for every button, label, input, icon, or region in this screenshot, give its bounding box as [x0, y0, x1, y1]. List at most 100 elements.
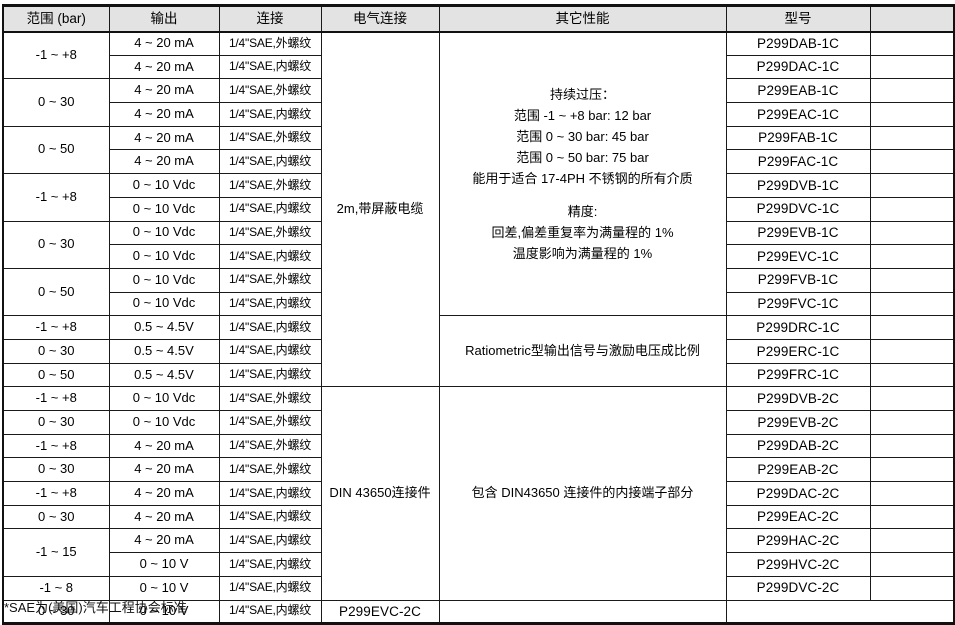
cell-range: 0 ~ 30 [2, 457, 110, 483]
cell-output: 0.5 ~ 4.5V [108, 362, 220, 388]
cell-blank [869, 410, 955, 435]
cell-model: P299HVC-2C [725, 552, 871, 577]
table-row: 0 ~ 50 0.5 ~ 4.5V 1/4"SAE,内螺纹 P299FRC-1C [2, 362, 955, 388]
cell-range: 0 ~ 30 [2, 504, 110, 530]
cell-output: 0 ~ 10 Vdc [108, 196, 220, 222]
cell-output: 0 ~ 10 Vdc [108, 410, 220, 435]
cell-model: P299DVC-1C [725, 196, 871, 222]
cell-output: 4 ~ 20 mA [108, 149, 220, 175]
cell-model: P299FRC-1C [725, 362, 871, 388]
cell-range: 0 ~ 30 [2, 410, 110, 435]
perf-accuracy-line-1: 回差,偏差重复率为满量程的 1% [491, 224, 674, 240]
table-header: 范围 (bar) 输出 连接 电气连接 其它性能 型号 [2, 5, 955, 33]
cell-model: P299FAC-1C [725, 149, 871, 175]
cell-output: 4 ~ 20 mA [108, 528, 220, 554]
cell-blank [869, 362, 955, 388]
cell-model: P299FVB-1C [725, 267, 871, 293]
table-row: 0 ~ 30 0 ~ 10 Vdc 1/4"SAE,外螺纹 P299EVB-1C [2, 220, 955, 269]
cell-blank [869, 291, 955, 317]
table-row: 0 ~ 10 Vdc 1/4"SAE,内螺纹 P299EVC-1C [3, 244, 955, 269]
perf-overpressure-line-4: 能用于适合 17-4PH 不锈钢的所有介质 [472, 170, 693, 186]
cell-blank [869, 173, 955, 198]
cell-connection: 1/4"SAE,内螺纹 [218, 315, 322, 340]
table-row: -1 ~ +8 4 ~ 20 mA 1/4"SAE,外螺纹 2m,带屏蔽电缆 持… [2, 30, 955, 388]
cell-connection: 1/4"SAE,外螺纹 [218, 173, 322, 198]
cell-blank [869, 315, 955, 340]
table-row: 4 ~ 20 mA 1/4"SAE,内螺纹 P299FAC-1C [3, 149, 955, 175]
table-row: -1 ~ +8 4 ~ 20 mA 1/4"SAE,内螺纹 P299DAC-2C [2, 481, 955, 506]
cell-blank [869, 433, 955, 459]
cell-blank [869, 386, 955, 411]
cell-connection: 1/4"SAE,内螺纹 [218, 362, 322, 388]
cell-connection: 1/4"SAE,内螺纹 [218, 244, 322, 269]
cell-blank [869, 267, 955, 293]
cell-model: P299FVC-1C [725, 291, 871, 317]
cell-range: -1 ~ 15 [2, 528, 110, 577]
table-row: -1 ~ 15 4 ~ 20 mA 1/4"SAE,内螺纹 P299HAC-2C [2, 528, 955, 577]
table-row: 4 ~ 20 mA 1/4"SAE,内螺纹 P299DAC-1C [3, 54, 955, 80]
cell-blank [438, 599, 727, 625]
cell-blank [869, 552, 955, 577]
table-row: 4 ~ 20 mA 1/4"SAE,内螺纹 P299EAC-1C [3, 102, 955, 127]
cell-connection: 1/4"SAE,内螺纹 [218, 575, 322, 601]
cell-electrical-din: DIN 43650连接件 [320, 386, 440, 601]
cell-blank [869, 78, 955, 104]
column-header-model: 型号 [725, 5, 871, 33]
table-row: 0 ~ 50 0 ~ 10 Vdc 1/4"SAE,外螺纹 P299FVB-1C [2, 267, 955, 317]
cell-output: 0 ~ 10 Vdc [108, 220, 220, 246]
cell-performance-overpressure: 持续过压： 范围 -1 ~ +8 bar: 12 bar 范围 0 ~ 30 b… [438, 30, 727, 317]
cell-connection: 1/4"SAE,内螺纹 [218, 552, 322, 577]
cell-blank [869, 125, 955, 151]
cell-connection: 1/4"SAE,外螺纹 [218, 125, 322, 151]
table-row: 0 ~ 30 4 ~ 20 mA 1/4"SAE,内螺纹 P299EAC-2C [2, 504, 955, 530]
cell-model: P299EAB-2C [725, 457, 871, 483]
cell-output: 0 ~ 10 Vdc [108, 173, 220, 198]
cell-connection: 1/4"SAE,外螺纹 [218, 267, 322, 293]
cell-model: P299DVC-2C [725, 575, 871, 601]
cell-model: P299FAB-1C [725, 125, 871, 151]
cell-blank [869, 220, 955, 246]
perf-accuracy-title: 精度: [567, 203, 598, 219]
cell-model: P299DVB-1C [725, 173, 871, 198]
cell-connection: 1/4"SAE,内螺纹 [218, 196, 322, 222]
cell-range: -1 ~ +8 [2, 30, 110, 80]
table-row: -1 ~ +8 0.5 ~ 4.5V 1/4"SAE,内螺纹 Ratiometr… [2, 315, 955, 388]
cell-range: 0 ~ 30 [2, 78, 110, 127]
cell-model: P299EAB-1C [725, 78, 871, 104]
cell-blank [869, 481, 955, 506]
cell-model: P299DAC-2C [725, 481, 871, 506]
cell-output: 0 ~ 10 Vdc [108, 386, 220, 411]
cell-range: -1 ~ +8 [2, 386, 110, 411]
cell-blank [869, 244, 955, 269]
perf-overpressure-line-1: 范围 -1 ~ +8 bar: 12 bar [513, 107, 652, 123]
cell-connection: 1/4"SAE,内螺纹 [218, 149, 322, 175]
cell-output: 4 ~ 20 mA [108, 54, 220, 80]
cell-output: 0 ~ 10 Vdc [108, 267, 220, 293]
cell-model: P299HAC-2C [725, 528, 871, 554]
cell-output: 4 ~ 20 mA [108, 504, 220, 530]
perf-spacer [442, 189, 724, 201]
cell-blank [869, 457, 955, 483]
cell-output: 0.5 ~ 4.5V [108, 338, 220, 364]
cell-connection: 1/4"SAE,外螺纹 [218, 220, 322, 246]
cell-performance-ratiometric: Ratiometric型输出信号与激励电压成比例 [438, 315, 727, 388]
table-row: 0 ~ 10 V 1/4"SAE,内螺纹 P299HVC-2C [3, 552, 955, 577]
cell-output: 4 ~ 20 mA [108, 457, 220, 483]
table-row: 0 ~ 30 0.5 ~ 4.5V 1/4"SAE,内螺纹 P299ERC-1C [2, 338, 955, 364]
cell-output: 0.5 ~ 4.5V [108, 315, 220, 340]
cell-blank [869, 102, 955, 127]
cell-output: 4 ~ 20 mA [108, 102, 220, 127]
cell-range: -1 ~ +8 [2, 433, 110, 459]
cell-connection: 1/4"SAE,内螺纹 [218, 338, 322, 364]
table-body: -1 ~ +8 4 ~ 20 mA 1/4"SAE,外螺纹 2m,带屏蔽电缆 持… [2, 30, 955, 625]
perf-overpressure-line-3: 范围 0 ~ 50 bar: 75 bar [516, 149, 649, 165]
column-header-electrical: 电气连接 [320, 5, 440, 33]
cell-performance-din: 包含 DIN43650 连接件的内接端子部分 [438, 386, 727, 601]
cell-range: 0 ~ 30 [2, 220, 110, 269]
cell-model: P299EAC-2C [725, 504, 871, 530]
cell-model: P299EVC-2C [320, 599, 440, 625]
cell-model: P299DRC-1C [725, 315, 871, 340]
cell-connection: 1/4"SAE,内螺纹 [218, 291, 322, 317]
cell-electrical-cable: 2m,带屏蔽电缆 [320, 30, 440, 388]
cell-output: 4 ~ 20 mA [108, 433, 220, 459]
